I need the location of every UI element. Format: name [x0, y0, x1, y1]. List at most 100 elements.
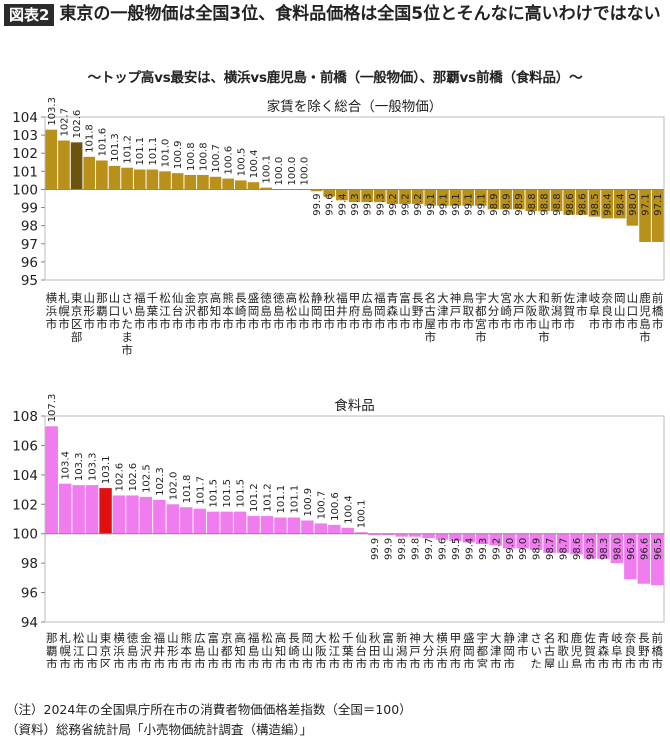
data-label: 98.3	[585, 538, 596, 560]
category-label: 和歌山市	[538, 291, 550, 344]
data-label: 101.8	[182, 475, 193, 504]
bar	[355, 532, 368, 534]
data-label: 99.1	[476, 193, 487, 215]
data-label: 101.1	[289, 485, 300, 514]
bar	[184, 174, 197, 190]
category-label: 鳥取市	[462, 291, 474, 331]
category-label: 津市	[576, 291, 588, 318]
category-label: 山形市	[83, 291, 95, 331]
category-label: 長崎市	[235, 291, 247, 331]
category-label: 札幌市	[58, 291, 70, 331]
category-label: 甲府市	[349, 291, 361, 331]
data-label: 103.3	[74, 453, 85, 482]
bar	[220, 511, 233, 534]
bar	[287, 517, 301, 534]
data-label: 99.9	[370, 538, 381, 560]
data-label: 103.3	[47, 97, 58, 126]
data-label: 99.8	[397, 538, 408, 560]
y-tick-label: 99	[21, 201, 38, 217]
bar	[121, 167, 133, 190]
bar	[83, 156, 96, 190]
header-row: 図表2 東京の一般物価は全国3位、食料品価格は全国5位とそんなに高いわけではない	[4, 3, 666, 26]
bar	[538, 189, 550, 212]
data-label: 101.5	[209, 479, 220, 508]
data-label: 99.1	[464, 193, 475, 215]
category-label: 新潟市	[551, 291, 563, 331]
data-label: 100.4	[249, 150, 260, 179]
data-label: 98.9	[502, 193, 513, 215]
bar	[550, 189, 563, 212]
data-label: 100.5	[236, 148, 247, 177]
category-label: 高知市	[234, 631, 246, 668]
bar	[222, 178, 234, 190]
category-label: 松山市	[261, 631, 273, 668]
category-label: 名古屋市	[425, 291, 437, 344]
bar	[247, 516, 260, 534]
y-tick-label: 96	[21, 255, 38, 271]
bar	[610, 533, 624, 564]
data-label: 99.3	[363, 193, 374, 215]
page-title: 東京の一般物価は全国3位、食料品価格は全国5位とそんなに高いわけではない	[59, 4, 661, 24]
category-label: 福島市	[134, 291, 146, 331]
data-label: 98.8	[552, 193, 563, 215]
bar	[361, 189, 373, 203]
data-label: 101.2	[249, 483, 260, 512]
bar	[72, 485, 85, 534]
category-label: 前橋市	[652, 291, 664, 331]
bar	[437, 189, 449, 206]
footnote-source: （資料）総務省統計局「小売物価統計調査（構造編）」	[6, 722, 313, 737]
category-label: 岡山市	[614, 291, 626, 331]
data-label: 99.1	[451, 193, 462, 215]
data-label: 98.9	[489, 193, 500, 215]
bar	[274, 517, 287, 534]
category-label: 大津市	[490, 631, 502, 668]
category-label: 徳島市	[127, 631, 139, 668]
bar	[525, 189, 538, 212]
category-label: 千葉市	[147, 291, 159, 331]
y-tick-label: 100	[12, 182, 38, 198]
chart-title: 家賃を除く総合（一般物価）	[267, 98, 443, 115]
category-label: 前橋市	[652, 631, 664, 668]
bar	[260, 187, 272, 190]
data-label: 102.6	[72, 110, 83, 139]
data-label: 98.4	[615, 193, 626, 215]
category-label: 甲府市	[450, 631, 462, 668]
data-label: 101.7	[195, 476, 206, 505]
bar	[368, 533, 381, 536]
category-label: 鹿児島市	[571, 631, 583, 668]
category-label: 水戸市	[513, 291, 525, 331]
data-label: 103.3	[88, 453, 99, 482]
bar	[159, 171, 171, 190]
category-label: 松江市	[329, 631, 341, 668]
bar	[556, 533, 570, 553]
bar	[411, 189, 424, 204]
category-label: 横浜市	[113, 631, 125, 668]
bar	[637, 533, 651, 584]
bar	[328, 524, 341, 534]
category-label: 熊本市	[181, 631, 193, 668]
data-label: 101.6	[97, 128, 108, 157]
data-label: 98.9	[514, 193, 525, 215]
data-label: 100.0	[287, 157, 298, 186]
data-label: 101.5	[222, 479, 233, 508]
data-label: 96.6	[639, 538, 650, 560]
data-label: 99.7	[424, 538, 435, 560]
data-label: 99.0	[505, 538, 516, 560]
data-label: 100.9	[303, 488, 314, 517]
data-label: 103.1	[101, 455, 112, 484]
general-price-chart: 家賃を除く総合（一般物価） 95 96 97 98 99 100 101 102 103 104 10…	[12, 97, 665, 357]
category-label: 富山市	[382, 631, 394, 668]
y-tick-label: 97	[21, 237, 38, 253]
data-label: 99.4	[464, 538, 475, 560]
bar	[386, 189, 399, 204]
bar	[576, 189, 588, 215]
category-label: 高松市	[286, 291, 298, 331]
category-label: 青森市	[387, 291, 399, 331]
bar	[197, 174, 209, 190]
bar	[543, 533, 556, 553]
plot-frame	[44, 116, 665, 281]
bar	[651, 533, 664, 586]
bar	[500, 189, 512, 210]
bar	[171, 173, 184, 190]
category-label: 山口市	[627, 291, 639, 331]
